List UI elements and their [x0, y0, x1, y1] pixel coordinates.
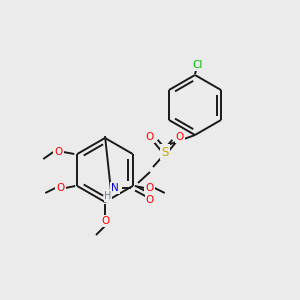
Text: N: N [111, 183, 119, 193]
Text: O: O [101, 216, 109, 226]
Text: S: S [161, 146, 169, 158]
Text: Cl: Cl [193, 60, 203, 70]
Text: O: O [146, 183, 154, 193]
Text: H: H [104, 191, 112, 201]
Text: O: O [54, 147, 62, 157]
Text: O: O [146, 195, 154, 205]
Text: O: O [146, 132, 154, 142]
Text: O: O [176, 132, 184, 142]
Text: O: O [56, 183, 64, 193]
